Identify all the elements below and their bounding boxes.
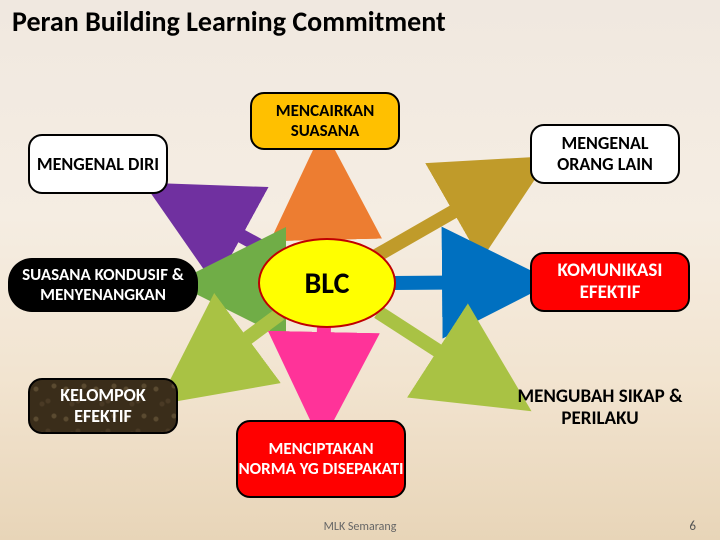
node-suasana-kondusif: SUASANA KONDUSIF & MENYENANGKAN xyxy=(8,258,198,312)
node-komunikasi-efektif: KOMUNIKASI EFEKTIF xyxy=(530,252,690,312)
node-mengenal-orang-lain: MENGENAL ORANG LAIN xyxy=(530,124,680,184)
node-mengenal-diri: MENGENAL DIRI xyxy=(28,134,168,194)
node-mengubah-sikap: MENGUBAH SIKAP & PERILAKU xyxy=(500,386,700,430)
slide-title: Peran Building Learning Commitment xyxy=(12,6,446,38)
footer-text: MLK Semarang xyxy=(0,520,720,534)
center-node-blc: BLC xyxy=(258,238,396,328)
node-menciptakan-norma: MENCIPTAKAN NORMA YG DISEPAKATI xyxy=(236,420,406,498)
node-mencairkan-suasana: MENCAIRKAN SUASANA xyxy=(250,92,400,150)
page-number: 6 xyxy=(689,519,696,534)
node-kelompok-efektif: KELOMPOK EFEKTIF xyxy=(28,378,178,434)
